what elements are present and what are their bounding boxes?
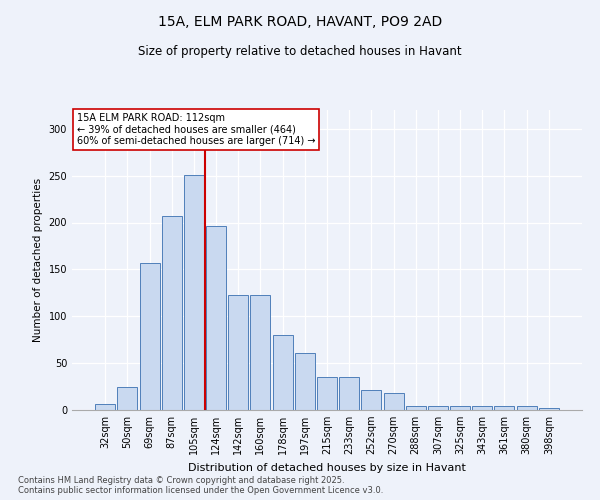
Text: Size of property relative to detached houses in Havant: Size of property relative to detached ho… <box>138 45 462 58</box>
Bar <box>383 393 404 410</box>
Bar <box>272 335 293 410</box>
Bar <box>317 377 337 410</box>
Bar <box>95 404 115 410</box>
Bar <box>406 406 426 410</box>
Bar <box>472 406 492 410</box>
X-axis label: Distribution of detached houses by size in Havant: Distribution of detached houses by size … <box>188 462 466 472</box>
Bar <box>162 216 182 410</box>
Bar <box>228 294 248 410</box>
Bar <box>517 406 536 410</box>
Text: 15A, ELM PARK ROAD, HAVANT, PO9 2AD: 15A, ELM PARK ROAD, HAVANT, PO9 2AD <box>158 15 442 29</box>
Bar <box>118 386 137 410</box>
Bar <box>250 294 271 410</box>
Bar <box>361 390 382 410</box>
Bar <box>206 226 226 410</box>
Text: Contains HM Land Registry data © Crown copyright and database right 2025.
Contai: Contains HM Land Registry data © Crown c… <box>18 476 383 495</box>
Bar <box>184 174 204 410</box>
Bar <box>339 377 359 410</box>
Bar <box>450 406 470 410</box>
Bar <box>539 408 559 410</box>
Bar <box>295 353 315 410</box>
Bar <box>494 406 514 410</box>
Bar <box>140 263 160 410</box>
Y-axis label: Number of detached properties: Number of detached properties <box>33 178 43 342</box>
Text: 15A ELM PARK ROAD: 112sqm
← 39% of detached houses are smaller (464)
60% of semi: 15A ELM PARK ROAD: 112sqm ← 39% of detac… <box>77 113 316 146</box>
Bar <box>428 406 448 410</box>
